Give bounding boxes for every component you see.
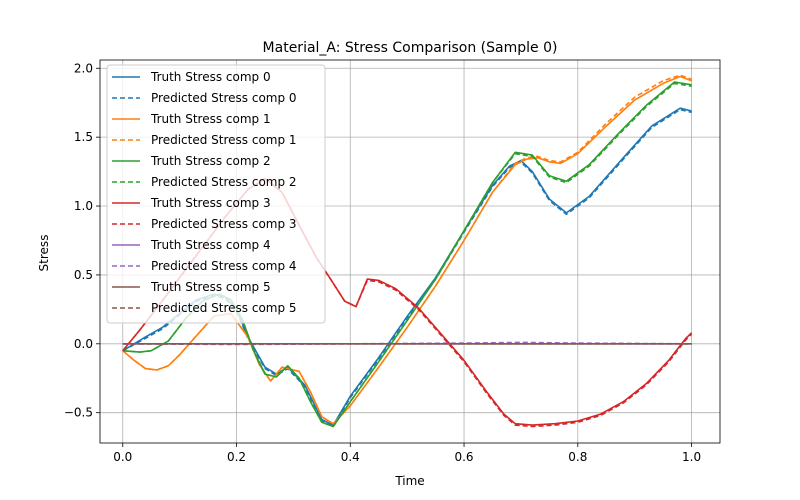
y-tick-label: −0.5 — [64, 406, 93, 420]
legend-label: Truth Stress comp 0 — [150, 70, 271, 84]
series-line-3 — [122, 74, 692, 425]
y-axis-label: Stress — [37, 235, 51, 272]
plot-lines — [122, 74, 693, 428]
legend-label: Truth Stress comp 2 — [150, 154, 271, 168]
y-tick-label: 1.0 — [74, 199, 93, 213]
x-tick-label: 0.2 — [227, 450, 246, 464]
legend-label: Predicted Stress comp 2 — [151, 175, 297, 189]
legend-label: Predicted Stress comp 4 — [151, 259, 297, 273]
series-line-5 — [122, 82, 692, 428]
chart-title: Material_A: Stress Comparison (Sample 0) — [263, 40, 558, 56]
x-tick-label: 0.8 — [568, 450, 587, 464]
x-tick-label: 0.0 — [113, 450, 132, 464]
legend-label: Predicted Stress comp 3 — [151, 217, 297, 231]
legend-label: Predicted Stress comp 1 — [151, 133, 297, 147]
x-tick-label: 0.6 — [454, 450, 473, 464]
series-line-7 — [122, 177, 693, 428]
x-tick-label: 0.4 — [341, 450, 360, 464]
legend-label: Truth Stress comp 4 — [150, 238, 271, 252]
legend-box — [106, 64, 326, 324]
x-axis-label: Time — [394, 474, 424, 488]
legend-label: Truth Stress comp 1 — [150, 112, 271, 126]
y-tick-label: 0.0 — [74, 337, 93, 351]
y-tick-label: 0.5 — [74, 268, 93, 282]
y-tick-label: 2.0 — [74, 61, 93, 75]
legend: Truth Stress comp 0 Predicted Stress comp… — [106, 64, 326, 324]
legend-label: Predicted Stress comp 5 — [151, 301, 297, 315]
axis-ticks: 0.0 0.2 0.4 0.6 0.8 1.0 −0.5 0.0 0.5 1.0 1.5 2.0 — [64, 61, 701, 464]
legend-label: Predicted Stress comp 0 — [151, 91, 297, 105]
x-tick-label: 1.0 — [682, 450, 701, 464]
legend-label: Truth Stress comp 5 — [150, 280, 271, 294]
y-tick-label: 1.5 — [74, 130, 93, 144]
legend-label: Truth Stress comp 3 — [150, 196, 271, 210]
plot-frame — [99, 59, 721, 444]
